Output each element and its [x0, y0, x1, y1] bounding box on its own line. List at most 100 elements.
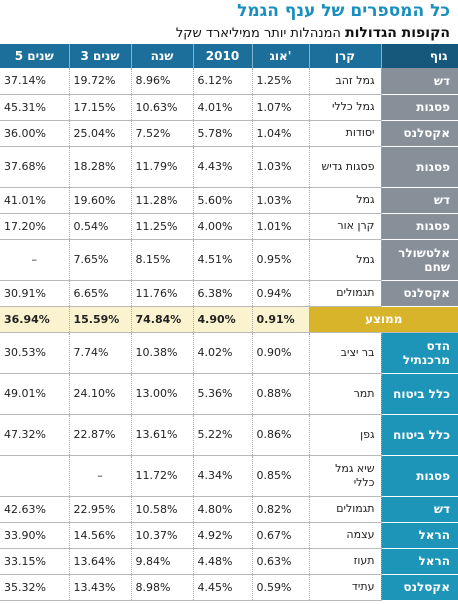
table-row: 33.15% 13.64% 9.84% 4.48% 0.63% תעוז הראל [0, 548, 458, 575]
table-row: 45.31% 17.15% 10.63% 4.01% 1.07% גמל כללי פסגו… [0, 94, 458, 121]
cell-year: 10.58% [131, 496, 194, 523]
cell-year: 8.15% [131, 239, 194, 281]
cell-y2010: 4.92% [193, 522, 253, 549]
cell-y5: 33.90% [0, 522, 70, 549]
cell-y5: 35.32% [0, 574, 70, 601]
cell-y5: 30.91% [0, 280, 70, 307]
cell-y2010: 6.12% [193, 68, 253, 95]
cell-group: פסגות [381, 94, 458, 121]
cell-y3: 19.72% [69, 68, 132, 95]
cell-aug: 1.07% [252, 94, 310, 121]
table-row: 17.20% 0.54% 11.25% 4.00% 1.01% קרן אור פסגות [0, 213, 458, 240]
table-row: 30.91% 6.65% 11.76% 6.38% 0.94% תגמולים אקסלנס [0, 280, 458, 307]
table-body: 37.14% 19.72% 8.96% 6.12% 1.25% גמל זהב דש 45.3… [0, 68, 458, 601]
cell-group: פסגות [381, 146, 458, 188]
cell-y5: 41.01% [0, 187, 70, 214]
cell-year: 10.37% [131, 522, 194, 549]
cell-y2010: 4.48% [193, 548, 253, 575]
cell-y3: 0.54% [69, 213, 132, 240]
cell-y2010: 4.00% [193, 213, 253, 240]
cell-aug: 0.67% [252, 522, 310, 549]
cell-y5: 37.68% [0, 146, 70, 188]
cell-y2010: 5.36% [193, 373, 253, 415]
cell-y2010: 5.22% [193, 414, 253, 456]
table-row: 42.63% 22.95% 10.58% 4.80% 0.82% תגמולים דש [0, 496, 458, 523]
cell-fund: תגמולים [309, 496, 382, 523]
cell-group: הראל [381, 548, 458, 575]
cell-y3: 24.10% [69, 373, 132, 415]
cell-fund: גמל [309, 187, 382, 214]
average-year: 74.84% [131, 306, 194, 333]
cell-y5: 37.14% [0, 68, 70, 95]
cell-year: 11.25% [131, 213, 194, 240]
cell-year: 9.84% [131, 548, 194, 575]
cell-year: 11.28% [131, 187, 194, 214]
cell-group: פסגות [381, 455, 458, 497]
cell-group: דש [381, 496, 458, 523]
cell-y5: 33.15% [0, 548, 70, 575]
cell-fund: קרן אור [309, 213, 382, 240]
cell-fund: יסודות [309, 120, 382, 147]
average-y2010: 4.90% [193, 306, 253, 333]
cell-group: דש [381, 68, 458, 95]
cell-group: כלל ביטוח [381, 414, 458, 456]
cell-y5: 42.63% [0, 496, 70, 523]
header-fund: קרן [309, 44, 382, 68]
cell-aug: 1.04% [252, 120, 310, 147]
table-row: 47.32% 22.87% 13.61% 5.22% 0.86% גפן כלל ביטוח [0, 414, 458, 456]
cell-fund: תמר [309, 373, 382, 415]
cell-y2010: 4.01% [193, 94, 253, 121]
cell-y5: 49.01% [0, 373, 70, 415]
cell-y3: 18.28% [69, 146, 132, 188]
cell-fund: בר יציב [309, 332, 382, 374]
cell-aug: 0.90% [252, 332, 310, 374]
cell-fund: עתיד [309, 574, 382, 601]
cell-y3: 6.65% [69, 280, 132, 307]
cell-group: אלטשולר שחם [381, 239, 458, 281]
cell-aug: 0.82% [252, 496, 310, 523]
table-row: –11.72% 4.34% 0.85% שיא גמל כללי פסגות [0, 455, 458, 497]
cell-group: הדס מרכנתיל [381, 332, 458, 374]
cell-year: 10.38% [131, 332, 194, 374]
cell-fund: תגמולים [309, 280, 382, 307]
cell-y2010: 6.38% [193, 280, 253, 307]
average-aug: 0.91% [252, 306, 310, 333]
cell-aug: 1.25% [252, 68, 310, 95]
cell-y2010: 4.80% [193, 496, 253, 523]
cell-group: הראל [381, 522, 458, 549]
header-group: גוף [381, 44, 458, 68]
cell-fund: תעוז [309, 548, 382, 575]
cell-y2010: 4.02% [193, 332, 253, 374]
cell-fund: פסגות גדיש [309, 146, 382, 188]
cell-group: אקסלנס [381, 280, 458, 307]
cell-year: 11.76% [131, 280, 194, 307]
cell-year: 10.63% [131, 94, 194, 121]
cell-y5: 17.20% [0, 213, 70, 240]
cell-group: פסגות [381, 213, 458, 240]
subtitle-bold: הקופות הגדולות [345, 25, 450, 41]
cell-aug: 1.01% [252, 213, 310, 240]
cell-y3: 7.65% [69, 239, 132, 281]
cell-fund: גמל [309, 239, 382, 281]
cell-y3: 22.95% [69, 496, 132, 523]
table-row: 33.90% 14.56% 10.37% 4.92% 0.67% עצמה הראל [0, 522, 458, 549]
cell-year: 11.72% [131, 455, 194, 497]
cell-aug: 0.59% [252, 574, 310, 601]
cell-y2010: 5.78% [193, 120, 253, 147]
header-2010: 2010 [193, 44, 253, 68]
cell-y2010: 4.34% [193, 455, 253, 497]
cell-year: 13.00% [131, 373, 194, 415]
cell-year: 7.52% [131, 120, 194, 147]
cell-group: כלל ביטוח [381, 373, 458, 415]
cell-fund: גמל זהב [309, 68, 382, 95]
cell-y5: 45.31% [0, 94, 70, 121]
subtitle-rest: המנהלות יותר ממיליארד שקל [175, 26, 346, 41]
table-row: 49.01% 24.10% 13.00% 5.36% 0.88% תמר כלל ביטוח [0, 373, 458, 415]
header-year: שנה [131, 44, 194, 68]
cell-fund: גפן [309, 414, 382, 456]
average-y5: 36.94% [0, 306, 70, 333]
cell-year: 8.96% [131, 68, 194, 95]
cell-y3: 14.56% [69, 522, 132, 549]
table-header-row: 5 שנים 3 שנים שנה 2010 אוג' קרן גוף [0, 44, 458, 68]
cell-y5: – [0, 239, 70, 281]
